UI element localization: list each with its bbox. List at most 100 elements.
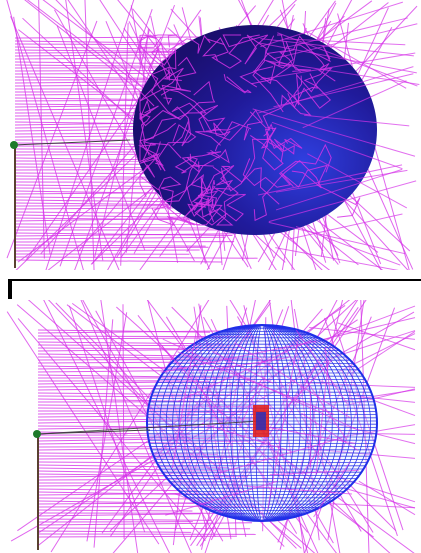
track-segment (14, 202, 199, 206)
outgoing-tracks (252, 1, 420, 270)
track-segment (260, 52, 416, 80)
track-segment (54, 9, 195, 262)
scatter-track (139, 80, 216, 127)
origin-marker (10, 141, 18, 149)
track-segment (14, 249, 200, 252)
track-segment (37, 518, 212, 521)
track-segment (287, 359, 333, 407)
mesh-meridian (178, 325, 346, 521)
track-segment (37, 358, 257, 361)
scatter-track (293, 67, 336, 106)
scatter-track (139, 34, 177, 80)
track-segment (327, 389, 416, 404)
track-segment (45, 0, 135, 270)
scatter-track (223, 73, 252, 94)
track-segment (95, 310, 224, 542)
track-segment (238, 380, 262, 429)
scatter-track (261, 76, 312, 116)
wireframe-sphere-scene (6, 300, 416, 553)
track-segment (38, 0, 45, 259)
track-segment (6, 311, 160, 545)
scatter-track (202, 34, 260, 69)
track-segment (252, 108, 416, 157)
track-segment (14, 256, 258, 259)
scatter-track (183, 187, 246, 222)
horizontal-axis (35, 429, 151, 435)
track-segment (176, 339, 312, 403)
track-segment (37, 527, 251, 530)
track-segment (14, 246, 209, 249)
track-segment (267, 426, 356, 445)
track-segment (331, 330, 416, 359)
mesh-meridian (235, 325, 288, 521)
track-segment (65, 0, 104, 261)
track-segment (315, 360, 329, 476)
track-segment (50, 300, 210, 553)
track-segment (358, 480, 416, 516)
scatter-track (139, 105, 177, 142)
scatter-track (194, 167, 234, 226)
track-segment (275, 169, 408, 193)
scatter-track (139, 124, 197, 198)
track-segment (275, 247, 399, 270)
track-segment (162, 338, 360, 432)
track-segment (307, 448, 416, 459)
scatter-track (220, 165, 280, 205)
track-segment (6, 20, 98, 259)
scatter-track (186, 153, 214, 168)
track-segment (43, 300, 171, 553)
track-segment (309, 327, 416, 340)
track-segment (37, 509, 193, 512)
track-segment (37, 464, 230, 469)
track-segment (260, 38, 414, 57)
track-segment (217, 437, 343, 474)
track-segment (59, 8, 153, 267)
scattered-tracks (37, 329, 360, 518)
track-segment (312, 468, 416, 503)
track-segment (37, 369, 239, 373)
mesh-meridian (172, 325, 352, 521)
mesh-meridian (159, 325, 365, 521)
track-segment (267, 340, 299, 509)
track-segment (302, 433, 332, 473)
mesh-meridian (204, 325, 320, 521)
horizontal-axis (12, 139, 131, 146)
track-segment (201, 423, 292, 452)
origin-marker (33, 430, 41, 438)
track-segment (174, 493, 223, 513)
track-segment (25, 9, 202, 261)
track-segment (37, 467, 228, 472)
divider-tick (8, 279, 12, 299)
mesh-meridian (165, 325, 359, 521)
scatter-track (190, 148, 230, 203)
track-segment (289, 213, 403, 240)
track-segment (37, 341, 223, 345)
track-segment (258, 164, 403, 196)
scatter-track (171, 102, 241, 147)
track-segment (287, 17, 408, 48)
scatter-track (195, 104, 231, 152)
track-segment (273, 23, 418, 60)
track-segment (68, 305, 146, 533)
track-segment (37, 505, 257, 508)
track-segment (14, 46, 194, 50)
bottom-render-panel (0, 300, 421, 553)
track-segment (37, 456, 256, 460)
track-segment (37, 353, 199, 357)
scatter-track (159, 157, 198, 208)
track-segment (80, 300, 192, 553)
track-segment (268, 221, 406, 255)
scatter-track (139, 67, 184, 102)
track-segment (160, 340, 317, 373)
track-segment (302, 80, 407, 129)
track-segment (211, 351, 274, 384)
track-segment (37, 330, 221, 334)
track-segment (37, 356, 258, 359)
top-render-panel (0, 0, 421, 270)
track-segment (305, 382, 416, 388)
track-segment (244, 485, 353, 495)
scatter-track (161, 56, 197, 106)
scatter-track (251, 61, 301, 85)
scattered-tracks (138, 34, 361, 226)
track-segment (37, 407, 200, 410)
